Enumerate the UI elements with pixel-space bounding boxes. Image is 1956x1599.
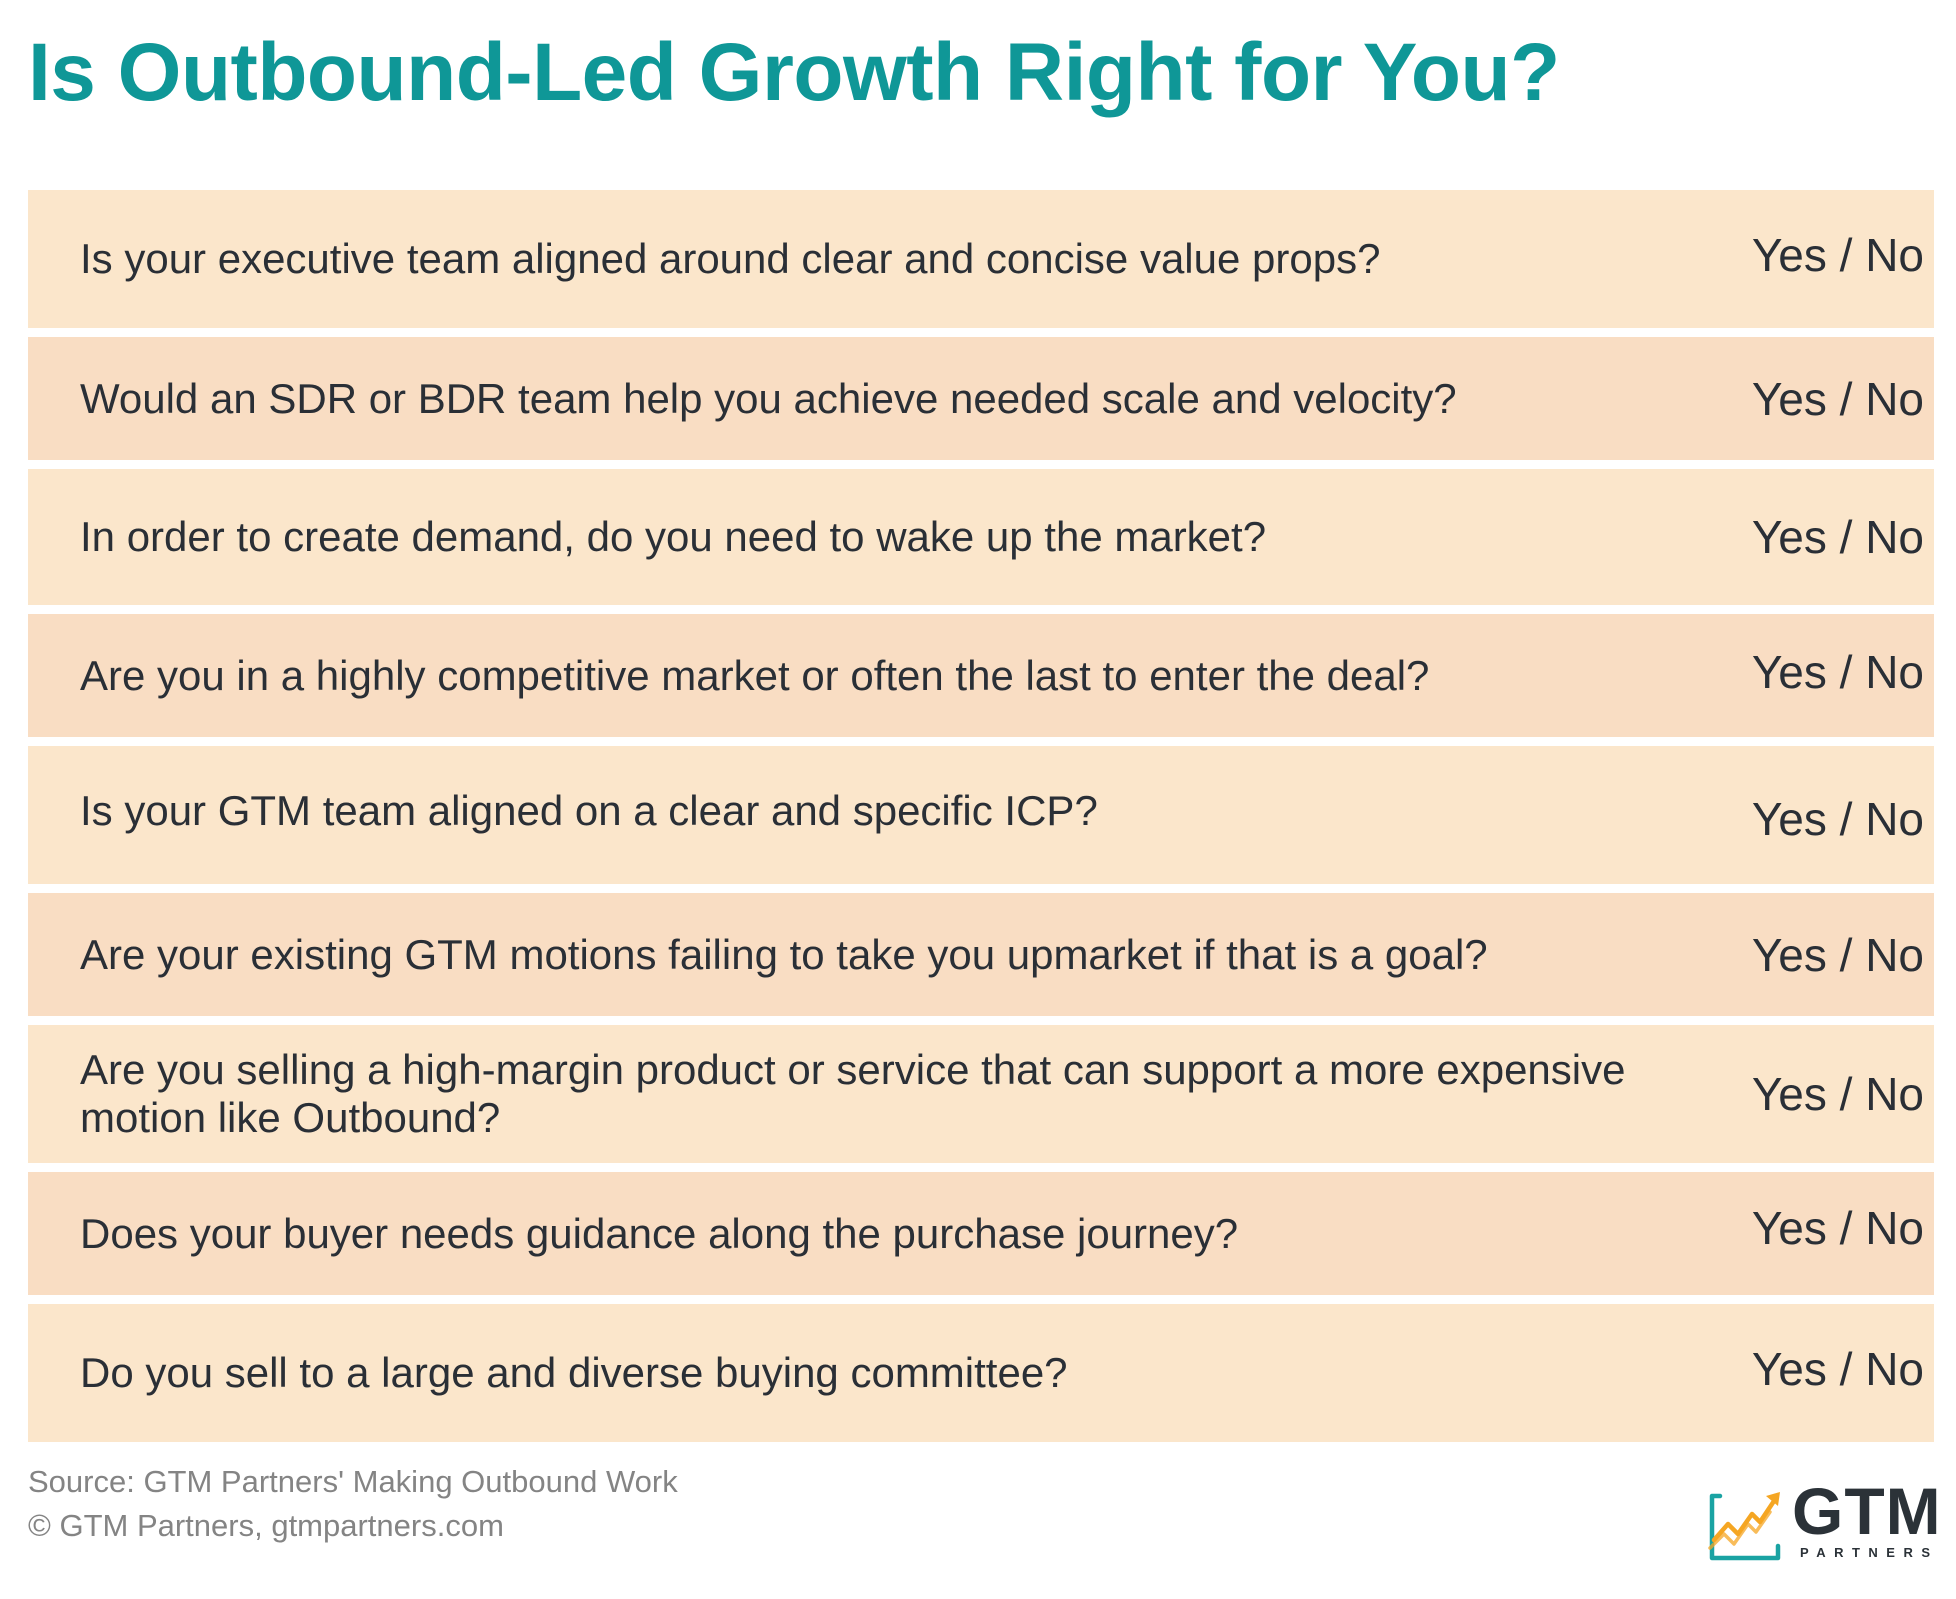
copyright-note: © GTM Partners, gtmpartners.com xyxy=(28,1508,504,1543)
checklist-row: Is your GTM team aligned on a clear and … xyxy=(28,746,1934,884)
question-text: In order to create demand, do you need t… xyxy=(80,513,1267,560)
logo-wordmark: GTM xyxy=(1792,1474,1942,1548)
gtm-partners-logo: GTM PARTNERS xyxy=(1708,1478,1941,1566)
checklist-row: Would an SDR or BDR team help you achiev… xyxy=(28,337,1934,460)
yes-no-answer: Yes / No xyxy=(1751,511,1924,563)
yes-no-answer: Yes / No xyxy=(1751,229,1924,281)
question-text: Are you in a highly competitive market o… xyxy=(80,651,1430,699)
question-text: Is your executive team aligned around cl… xyxy=(80,235,1381,282)
question-text: Are your existing GTM motions failing to… xyxy=(80,930,1488,978)
question-text: Does your buyer needs guidance along the… xyxy=(80,1209,1239,1257)
growth-chart-icon xyxy=(1708,1492,1781,1561)
checklist: Is your executive team aligned around cl… xyxy=(28,190,1934,1442)
question-text: Are you selling a high-margin product or… xyxy=(80,1046,1626,1141)
yes-no-answer: Yes / No xyxy=(1751,1068,1924,1120)
checklist-row: In order to create demand, do you need t… xyxy=(28,469,1934,605)
question-text: Do you sell to a large and diverse buyin… xyxy=(80,1349,1068,1396)
yes-no-answer: Yes / No xyxy=(1751,645,1924,698)
yes-no-answer: Yes / No xyxy=(1751,928,1924,981)
checklist-row: Is your executive team aligned around cl… xyxy=(28,190,1934,328)
yes-no-answer: Yes / No xyxy=(1751,1343,1924,1395)
question-text: Is your GTM team aligned on a clear and … xyxy=(80,787,1098,834)
logo-tagline: PARTNERS xyxy=(1800,1545,1939,1560)
checklist-row: Does your buyer needs guidance along the… xyxy=(28,1172,1934,1295)
page-title: Is Outbound-Led Growth Right for You? xyxy=(28,27,1560,118)
source-note: Source: GTM Partners' Making Outbound Wo… xyxy=(28,1464,678,1499)
yes-no-answer: Yes / No xyxy=(1751,1201,1924,1254)
yes-no-answer: Yes / No xyxy=(1751,372,1924,425)
question-text: Would an SDR or BDR team help you achiev… xyxy=(80,374,1457,422)
checklist-row: Are you selling a high-margin product or… xyxy=(28,1025,1934,1163)
checklist-row: Are you in a highly competitive market o… xyxy=(28,614,1934,737)
checklist-row: Are your existing GTM motions failing to… xyxy=(28,893,1934,1016)
yes-no-answer: Yes / No xyxy=(1751,793,1924,845)
footer: Source: GTM Partners' Making Outbound Wo… xyxy=(28,1460,678,1548)
checklist-row: Do you sell to a large and diverse buyin… xyxy=(28,1304,1934,1442)
